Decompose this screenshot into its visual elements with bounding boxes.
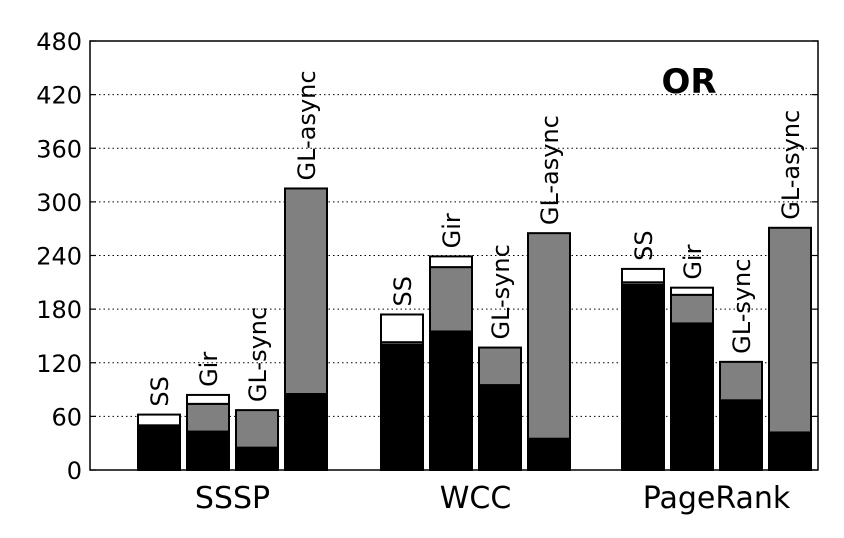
bar-segment <box>670 293 714 325</box>
bar-segment <box>768 431 812 471</box>
bar-segment <box>235 409 279 449</box>
bar-label: GL-async <box>777 110 805 220</box>
bar-segment <box>621 283 665 471</box>
y-tick-label: 420 <box>36 82 82 110</box>
bar-segment <box>527 437 571 471</box>
x-group-label: PageRank <box>643 481 791 516</box>
bar-label: GL-sync <box>487 244 515 339</box>
y-tick-label: 120 <box>36 350 82 378</box>
x-group-label: WCC <box>440 481 512 516</box>
bar-segment <box>186 402 230 433</box>
bar-segment <box>768 226 812 434</box>
bar-segment <box>137 413 181 427</box>
bar-label: GL-sync <box>728 259 756 354</box>
y-tick-label: 240 <box>36 243 82 271</box>
bar-label: GL-async <box>293 70 321 180</box>
bar-segment <box>380 313 424 344</box>
y-tick-label: 300 <box>36 189 82 217</box>
chart-title: OR <box>661 62 716 102</box>
bar-segment <box>478 384 522 471</box>
bar-segment <box>235 446 279 471</box>
bar-segment <box>719 360 763 402</box>
bar-segment <box>670 286 714 296</box>
bar-segment <box>621 267 665 284</box>
bar-label: GL-sync <box>244 307 272 402</box>
bar-segment <box>137 426 181 472</box>
bar-segment <box>478 346 522 387</box>
bars <box>137 187 812 472</box>
bar-label: GL-async <box>536 115 564 225</box>
y-tick-label: 480 <box>36 28 82 56</box>
bar-label: SS <box>146 376 174 406</box>
bar-label: Gir <box>195 352 223 387</box>
bar-segment <box>429 330 473 471</box>
bar-segment <box>186 393 230 405</box>
x-group-label: SSSP <box>195 481 270 516</box>
bar-label: Gir <box>679 244 707 279</box>
bar-segment <box>380 343 424 471</box>
bar-segment <box>527 232 571 440</box>
y-tick-label: 360 <box>36 135 82 163</box>
bar-segment <box>284 187 328 396</box>
axes: 0 60 120 180 240 300 360 420 480 SSSP WCC PageRank <box>36 28 819 516</box>
bar-segment <box>429 255 473 269</box>
bar-label: SS <box>630 230 658 260</box>
bar-segment <box>186 430 230 472</box>
bar-label: Gir <box>438 213 466 248</box>
bar-segment <box>284 393 328 471</box>
bar-segment <box>670 322 714 471</box>
bar-segment <box>429 266 473 333</box>
y-tick-label: 0 <box>67 457 82 485</box>
bar-labels: SS Gir GL-sync GL-async SS Gir GL-sync GL-async… <box>146 70 805 406</box>
y-tick-label: 180 <box>36 296 82 324</box>
plot-frame <box>89 40 819 471</box>
y-tick-label: 60 <box>51 403 82 431</box>
bar-segment <box>719 399 763 472</box>
bar-label: SS <box>389 276 417 306</box>
